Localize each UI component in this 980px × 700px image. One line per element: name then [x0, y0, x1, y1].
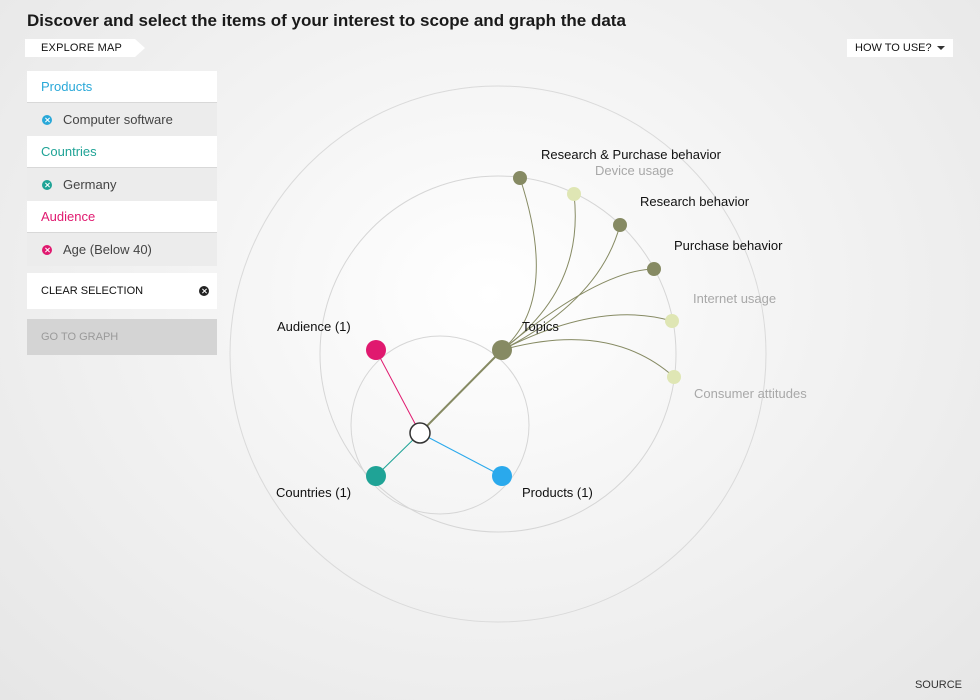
countries-node-label: Countries (1): [276, 485, 351, 500]
outer-ring: [229, 85, 767, 623]
topics-node-label: Topics: [522, 319, 559, 334]
topic-label-purchase-behavior[interactable]: Purchase behavior: [674, 238, 783, 253]
topic-node-purchase-behavior[interactable]: [647, 262, 661, 276]
how-to-use-label: HOW TO USE?: [855, 42, 932, 54]
topic-label-research-behavior[interactable]: Research behavior: [640, 194, 750, 209]
source-link[interactable]: SOURCE: [914, 679, 962, 691]
topic-label-device-usage[interactable]: Device usage: [595, 163, 674, 178]
remove-icon[interactable]: [42, 244, 52, 255]
products-node[interactable]: [492, 466, 512, 486]
remove-icon[interactable]: [42, 114, 52, 125]
explore-map-tab[interactable]: EXPLORE MAP: [25, 39, 145, 57]
topic-node-research-purchase[interactable]: [513, 171, 527, 185]
topics-node[interactable]: [492, 340, 512, 360]
audience-filter-title[interactable]: Audience: [27, 201, 217, 232]
topic-node-consumer-attitudes[interactable]: [667, 370, 681, 384]
topic-label-internet-usage[interactable]: Internet usage: [693, 291, 776, 306]
products-node-label: Products (1): [522, 485, 593, 500]
middle-ring: [319, 175, 677, 533]
close-icon: [199, 286, 209, 296]
center-node[interactable]: [409, 422, 431, 444]
edge-research-purchase: [501, 177, 537, 351]
edge-audience: [375, 349, 421, 434]
inner-ring: [350, 335, 530, 515]
audience-node[interactable]: [366, 340, 386, 360]
countries-filter-title[interactable]: Countries: [27, 136, 217, 167]
audience-filter-item-label: Age (Below 40): [63, 242, 152, 257]
countries-node[interactable]: [366, 466, 386, 486]
edge-purchase-behavior: [501, 268, 655, 351]
topic-label-research-purchase[interactable]: Research & Purchase behavior: [541, 147, 722, 162]
audience-filter-item[interactable]: Age (Below 40): [27, 232, 217, 266]
clear-selection-button[interactable]: CLEAR SELECTION: [27, 273, 217, 309]
countries-filter-item-label: Germany: [63, 177, 117, 192]
products-filter-item[interactable]: Computer software: [27, 102, 217, 136]
products-filter-title[interactable]: Products: [27, 71, 217, 102]
remove-icon[interactable]: [42, 179, 52, 190]
topic-node-device-usage[interactable]: [567, 187, 581, 201]
clear-selection-label: CLEAR SELECTION: [41, 285, 144, 297]
filter-panel: Products Computer software Countries Ger…: [27, 71, 217, 266]
edge-consumer-attitudes: [501, 339, 675, 378]
edge-products: [419, 432, 503, 477]
page-title: Discover and select the items of your in…: [27, 11, 626, 30]
countries-filter-item[interactable]: Germany: [27, 167, 217, 201]
how-to-use-button[interactable]: HOW TO USE?: [847, 39, 953, 57]
products-filter-item-label: Computer software: [63, 112, 173, 127]
topic-node-internet-usage[interactable]: [665, 314, 679, 328]
edge-topics: [419, 349, 503, 434]
edge-internet-usage: [501, 314, 673, 351]
caret-down-icon: [937, 46, 945, 50]
go-to-graph-button[interactable]: GO TO GRAPH: [27, 319, 217, 355]
edge-research-behavior: [501, 224, 621, 351]
audience-node-label: Audience (1): [277, 319, 351, 334]
topic-node-research-behavior[interactable]: [613, 218, 627, 232]
topic-label-consumer-attitudes[interactable]: Consumer attitudes: [694, 386, 807, 401]
